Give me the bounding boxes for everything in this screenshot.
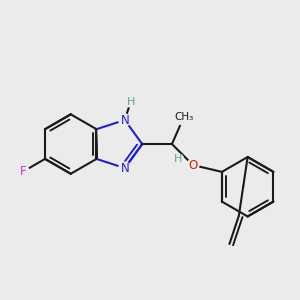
Text: F: F xyxy=(20,165,26,178)
Circle shape xyxy=(125,96,136,107)
Text: H: H xyxy=(127,97,135,106)
Text: CH₃: CH₃ xyxy=(174,112,194,122)
Circle shape xyxy=(17,166,29,178)
Text: N: N xyxy=(120,113,129,127)
Circle shape xyxy=(173,154,184,164)
Circle shape xyxy=(187,159,199,171)
Circle shape xyxy=(119,114,131,126)
Text: H: H xyxy=(174,154,183,164)
Text: O: O xyxy=(188,159,198,172)
Circle shape xyxy=(176,109,192,125)
Circle shape xyxy=(119,162,131,174)
Text: N: N xyxy=(120,162,129,175)
